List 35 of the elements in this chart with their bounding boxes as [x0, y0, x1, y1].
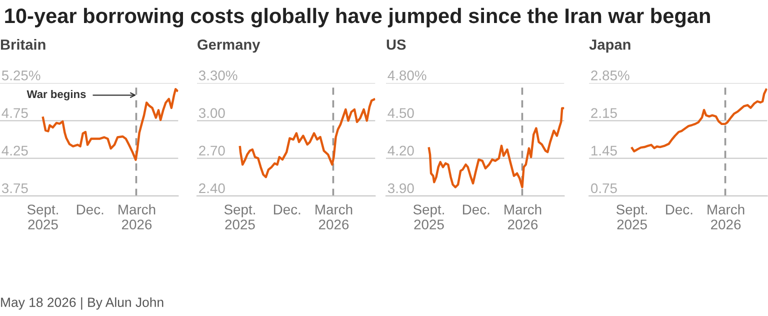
x-tick-label: Dec. [274, 204, 300, 214]
chart-title: Germany [198, 39, 260, 53]
x-tick-label: March 2026 [708, 204, 744, 230]
y-tick-label: 3.30% [198, 70, 238, 80]
x-tick-label: Sept. 2025 [413, 204, 444, 230]
y-tick-label: 4.25 [2, 146, 28, 156]
y-tick-label: 2.40 [199, 183, 225, 194]
text: 10-year borrowing costs globally have jumped since the Iran war began [5, 8, 710, 28]
x-tick-label: Dec. [666, 204, 692, 214]
y-tick-label: 3.00 [198, 108, 225, 118]
y-tick-label: 4.20 [388, 146, 414, 156]
x-tick-label: Sept. 2025 [27, 204, 58, 230]
y-tick-label: 2.70 [199, 146, 225, 156]
y-tick-label: 4.50 [388, 108, 414, 118]
x-tick-label: March 2026 [118, 204, 156, 230]
x-tick-label: Dec. [462, 204, 490, 214]
y-tick-label: 5.25% [2, 70, 40, 80]
y-tick-label: 2.15 [591, 108, 617, 118]
x-tick-label: Sept. 2025 [616, 204, 647, 230]
x-tick-label: March 2026 [316, 204, 352, 230]
x-tick-label: March 2026 [504, 204, 542, 230]
y-tick-label: 3.75 [2, 183, 28, 194]
y-tick-label: 2.85% [591, 70, 630, 80]
y-tick-label: 3.90 [388, 183, 414, 194]
y-tick-label: 4.75 [2, 108, 28, 118]
y-tick-label: 1.45 [592, 146, 617, 156]
chart-title: Britain [0, 39, 46, 50]
text: May 18 2026 | By Alun John [1, 297, 164, 310]
x-tick-label: Sept. 2025 [224, 204, 255, 230]
chart-title: Japan [589, 40, 630, 53]
y-tick-label: 4.80% [388, 70, 426, 80]
annotation: War begins [26, 90, 86, 100]
chart-title: US [386, 39, 406, 50]
y-tick-label: 0.75 [590, 183, 617, 194]
x-tick-label: Dec. [76, 204, 104, 214]
